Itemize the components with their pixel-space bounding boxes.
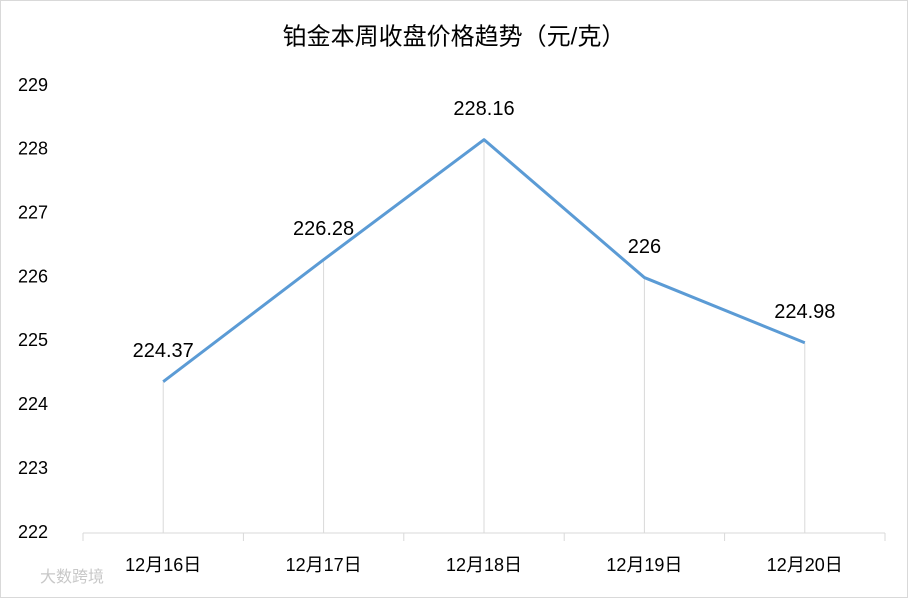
y-tick-label: 227 bbox=[18, 202, 48, 222]
x-tick-label: 12月17日 bbox=[286, 555, 362, 575]
x-tick-label: 12月16日 bbox=[125, 555, 201, 575]
chart-title: 铂金本周收盘价格趋势（元/克） bbox=[283, 23, 626, 50]
data-label: 226 bbox=[628, 236, 661, 258]
line-series bbox=[162, 138, 806, 383]
y-tick-label: 225 bbox=[18, 330, 48, 350]
x-tick-label: 12月19日 bbox=[606, 555, 682, 575]
y-tick-label: 226 bbox=[18, 266, 48, 286]
y-tick-label: 223 bbox=[18, 458, 48, 478]
x-tick-label: 12月20日 bbox=[767, 555, 843, 575]
x-tick-label: 12月18日 bbox=[446, 555, 522, 575]
y-tick-label: 228 bbox=[18, 139, 48, 159]
data-label: 224.37 bbox=[133, 340, 194, 362]
y-tick-label: 222 bbox=[18, 522, 48, 542]
data-label: 224.98 bbox=[774, 301, 835, 323]
y-tick-label: 224 bbox=[18, 394, 48, 414]
y-tick-label: 229 bbox=[18, 75, 48, 95]
data-label: 226.28 bbox=[293, 218, 354, 240]
data-label: 228.16 bbox=[453, 98, 514, 120]
watermark: 大数跨境 bbox=[40, 567, 104, 586]
